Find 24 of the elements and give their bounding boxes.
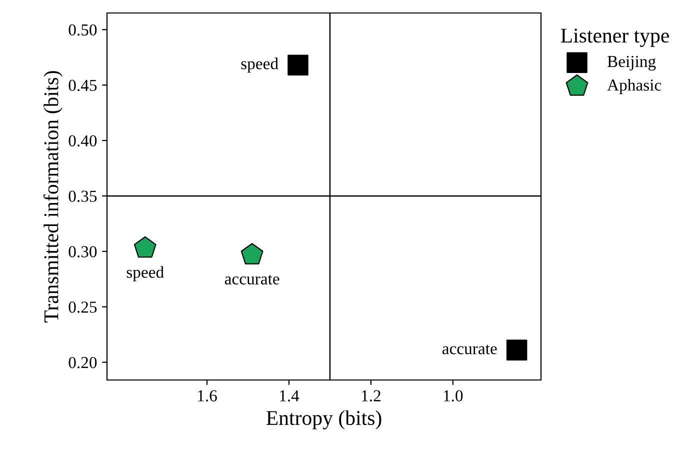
y-axis-title: Transmitted information (bits) — [43, 71, 63, 322]
y-tick-label: 0.20 — [68, 356, 97, 368]
y-tick-label: 0.25 — [68, 302, 97, 313]
legend-label: Beijing — [607, 56, 656, 71]
point — [134, 236, 156, 258]
annotation: accurate — [442, 344, 497, 354]
y-tick-label: 0.30 — [68, 246, 97, 258]
y-tick-label: 0.35 — [68, 190, 97, 202]
legend-label: Aphasic — [607, 78, 662, 94]
y-tick-label: 0.45 — [68, 80, 97, 92]
annotation: speed — [241, 58, 278, 73]
point — [506, 340, 528, 360]
x-tick-label: 1.6 — [198, 390, 217, 402]
point — [288, 54, 308, 76]
x-tick-label: 1.4 — [280, 390, 300, 402]
point — [240, 242, 264, 264]
annotation: speed — [126, 266, 164, 282]
annotation: accurate — [224, 274, 280, 284]
y-tick-label: 0.50 — [68, 24, 97, 36]
x-tick-label: 1.0 — [444, 390, 463, 402]
y-tick-label: 0.40 — [68, 135, 97, 147]
x-tick-label: 1.2 — [362, 390, 380, 402]
legend-title: Listener type — [560, 28, 669, 47]
x-axis-title: Entropy (bits) — [266, 410, 382, 430]
